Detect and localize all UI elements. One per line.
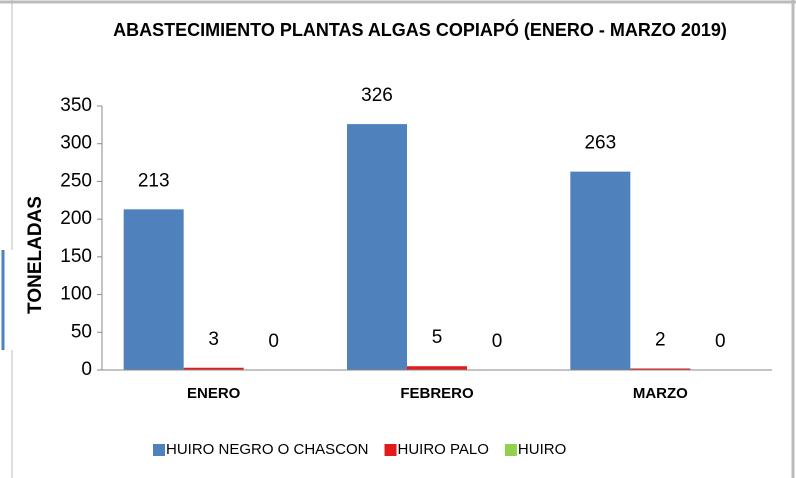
x-tick-label: MARZO bbox=[633, 385, 688, 402]
data-label: 3 bbox=[208, 329, 219, 350]
x-tick-label: FEBRERO bbox=[400, 385, 474, 402]
legend-swatch bbox=[504, 444, 517, 456]
y-tick-label: 150 bbox=[60, 246, 92, 267]
chart-title: ABASTECIMIENTO PLANTAS ALGAS COPIAPÓ (EN… bbox=[113, 20, 727, 40]
legend-swatch bbox=[384, 444, 397, 456]
y-tick-label: 0 bbox=[81, 359, 92, 380]
x-tick-label: ENERO bbox=[187, 385, 241, 402]
legend-label: HUIRO bbox=[518, 441, 566, 458]
legend-label: HUIRO NEGRO O CHASCON bbox=[166, 441, 369, 458]
y-tick-label: 350 bbox=[60, 95, 92, 116]
data-label: 2 bbox=[655, 330, 666, 351]
data-label: 5 bbox=[432, 327, 443, 348]
bar bbox=[123, 209, 184, 370]
bar bbox=[570, 171, 631, 370]
data-label: 213 bbox=[138, 170, 170, 191]
legend-label: HUIRO PALO bbox=[398, 441, 489, 458]
y-axis-label: TONELADAS bbox=[25, 196, 46, 314]
bar bbox=[183, 367, 244, 370]
legend-swatch bbox=[153, 444, 165, 456]
y-tick-label: 100 bbox=[60, 284, 92, 305]
data-label: 263 bbox=[584, 133, 616, 154]
y-tick-label: 200 bbox=[60, 208, 92, 229]
data-label: 0 bbox=[715, 331, 726, 352]
bar bbox=[630, 368, 691, 370]
y-tick-label: 250 bbox=[60, 170, 92, 191]
data-label: 326 bbox=[361, 85, 393, 106]
data-label: 0 bbox=[492, 331, 503, 352]
bar bbox=[347, 124, 407, 370]
bar bbox=[407, 366, 467, 370]
y-tick-label: 300 bbox=[60, 133, 92, 154]
y-tick-label: 50 bbox=[71, 321, 92, 342]
data-label: 0 bbox=[268, 331, 279, 352]
